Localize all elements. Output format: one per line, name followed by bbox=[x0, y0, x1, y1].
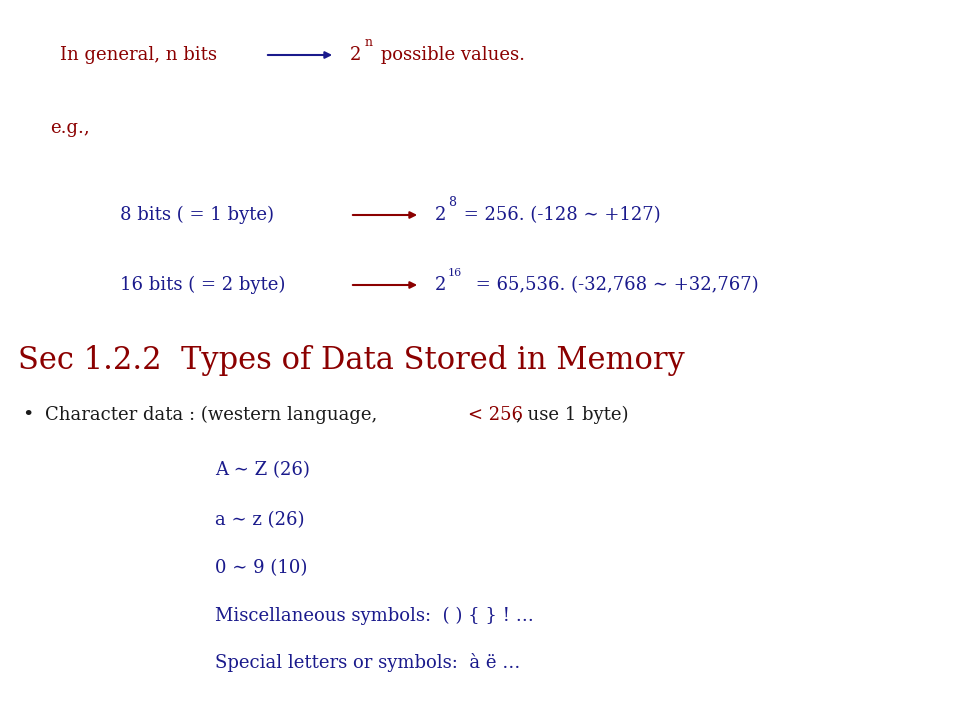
Text: •: • bbox=[22, 406, 34, 424]
Text: Character data : (western language,: Character data : (western language, bbox=[45, 406, 383, 424]
Text: Special letters or symbols:  à ë …: Special letters or symbols: à ë … bbox=[215, 652, 520, 672]
Text: A ∼ Z (26): A ∼ Z (26) bbox=[215, 461, 310, 479]
Text: Miscellaneous symbols:  ( ) { } ! …: Miscellaneous symbols: ( ) { } ! … bbox=[215, 607, 534, 625]
Text: 8: 8 bbox=[448, 197, 456, 210]
Text: In general, n bits: In general, n bits bbox=[60, 46, 217, 64]
Text: possible values.: possible values. bbox=[375, 46, 525, 64]
Text: n: n bbox=[365, 37, 373, 50]
Text: < 256: < 256 bbox=[468, 406, 523, 424]
Text: e.g.,: e.g., bbox=[50, 119, 89, 137]
Text: 0 ∼ 9 (10): 0 ∼ 9 (10) bbox=[215, 559, 307, 577]
Text: , use 1 byte): , use 1 byte) bbox=[516, 406, 629, 424]
Text: 16 bits ( = 2 byte): 16 bits ( = 2 byte) bbox=[120, 276, 285, 294]
Text: 8 bits ( = 1 byte): 8 bits ( = 1 byte) bbox=[120, 206, 274, 224]
Text: 2: 2 bbox=[350, 46, 361, 64]
Text: Sec 1.2.2  Types of Data Stored in Memory: Sec 1.2.2 Types of Data Stored in Memory bbox=[18, 344, 684, 376]
Text: 2: 2 bbox=[435, 276, 446, 294]
Text: a ∼ z (26): a ∼ z (26) bbox=[215, 511, 304, 529]
Text: = 256. (-128 ∼ +127): = 256. (-128 ∼ +127) bbox=[458, 206, 660, 224]
Text: = 65,536. (-32,768 ∼ +32,767): = 65,536. (-32,768 ∼ +32,767) bbox=[470, 276, 758, 294]
Text: 2: 2 bbox=[435, 206, 446, 224]
Text: 16: 16 bbox=[448, 268, 463, 278]
